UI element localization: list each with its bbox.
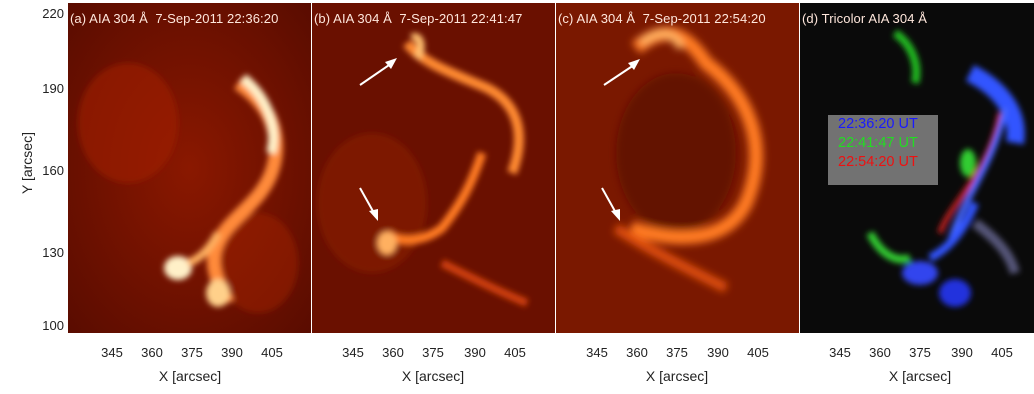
x-tick: 405: [747, 345, 769, 360]
legend-entry-green: 22:41:47 UT: [838, 135, 918, 151]
panel-a-title: (a) AIA 304 Å 7-Sep-2011 22:36:20: [70, 11, 279, 26]
x-tick: 345: [342, 345, 364, 360]
panel-c-arrows: [601, 59, 640, 221]
x-tick: 360: [382, 345, 404, 360]
x-tick: 360: [869, 345, 891, 360]
x-axis-label-a: X [arcsec]: [158, 368, 222, 384]
x-tick: 345: [829, 345, 851, 360]
x-tick: 360: [626, 345, 648, 360]
x-tick: 375: [666, 345, 688, 360]
panel-b: (b) AIA 304 Å 7-Sep-2011 22:41:47: [312, 3, 555, 333]
x-tick: 345: [586, 345, 608, 360]
y-tick-220: 220: [42, 6, 64, 21]
x-axis-label-d: X [arcsec]: [888, 368, 952, 384]
x-tick: 390: [951, 345, 973, 360]
panel-c-title: (c) AIA 304 Å 7-Sep-2011 22:54:20: [558, 11, 766, 26]
x-tick: 405: [504, 345, 526, 360]
y-tick-100: 100: [42, 318, 64, 333]
x-tick: 345: [101, 345, 123, 360]
panel-c-image: [556, 3, 799, 333]
legend-entry-blue: 22:36:20 UT: [838, 116, 918, 132]
panel-b-title: (b) AIA 304 Å 7-Sep-2011 22:41:47: [314, 11, 523, 26]
x-tick: 360: [141, 345, 163, 360]
x-tick: 390: [221, 345, 243, 360]
legend-entry-red: 22:54:20 UT: [838, 154, 918, 170]
x-tick: 390: [464, 345, 486, 360]
x-tick: 375: [909, 345, 931, 360]
x-tick: 405: [991, 345, 1013, 360]
panel-a: (a) AIA 304 Å 7-Sep-2011 22:36:20: [68, 3, 311, 333]
y-tick-160: 160: [42, 163, 64, 178]
x-tick: 375: [422, 345, 444, 360]
x-axis-label-b: X [arcsec]: [401, 368, 465, 384]
x-axis-label-c: X [arcsec]: [645, 368, 709, 384]
x-tick: 405: [261, 345, 283, 360]
panel-d-title: (d) Tricolor AIA 304 Å: [802, 11, 928, 26]
x-tick: 390: [707, 345, 729, 360]
panel-b-image: [312, 3, 555, 333]
color-legend: 22:36:20 UT 22:41:47 UT 22:54:20 UT: [828, 115, 938, 185]
panel-a-image: [68, 3, 311, 333]
panel-c: (c) AIA 304 Å 7-Sep-2011 22:54:20: [556, 3, 799, 333]
y-axis-label: Y [arcsec]: [19, 132, 35, 194]
y-tick-130: 130: [42, 245, 64, 260]
panel-b-arrows: [359, 58, 397, 221]
y-tick-190: 190: [42, 81, 64, 96]
x-tick: 375: [181, 345, 203, 360]
